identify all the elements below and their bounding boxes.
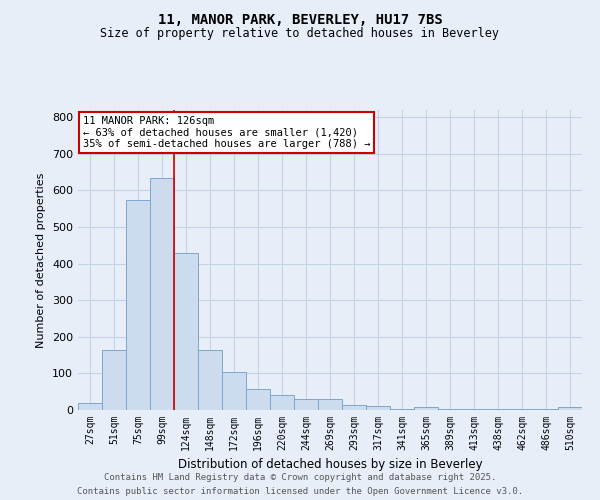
Bar xyxy=(222,372,246,410)
Text: 11, MANOR PARK, BEVERLEY, HU17 7BS: 11, MANOR PARK, BEVERLEY, HU17 7BS xyxy=(158,12,442,26)
Bar xyxy=(342,405,366,410)
Bar xyxy=(558,407,582,410)
X-axis label: Distribution of detached houses by size in Beverley: Distribution of detached houses by size … xyxy=(178,458,482,471)
Bar xyxy=(270,396,294,410)
Bar xyxy=(246,389,270,410)
Bar xyxy=(198,350,222,410)
Text: 11 MANOR PARK: 126sqm
← 63% of detached houses are smaller (1,420)
35% of semi-d: 11 MANOR PARK: 126sqm ← 63% of detached … xyxy=(83,116,371,149)
Text: Contains HM Land Registry data © Crown copyright and database right 2025.: Contains HM Land Registry data © Crown c… xyxy=(104,472,496,482)
Text: Size of property relative to detached houses in Beverley: Size of property relative to detached ho… xyxy=(101,28,499,40)
Y-axis label: Number of detached properties: Number of detached properties xyxy=(37,172,46,348)
Bar xyxy=(174,252,198,410)
Bar xyxy=(294,399,318,410)
Bar xyxy=(318,399,342,410)
Bar xyxy=(150,178,174,410)
Bar xyxy=(414,407,438,410)
Bar xyxy=(78,402,102,410)
Text: Contains public sector information licensed under the Open Government Licence v3: Contains public sector information licen… xyxy=(77,488,523,496)
Bar xyxy=(102,350,126,410)
Bar xyxy=(126,200,150,410)
Bar xyxy=(366,406,390,410)
